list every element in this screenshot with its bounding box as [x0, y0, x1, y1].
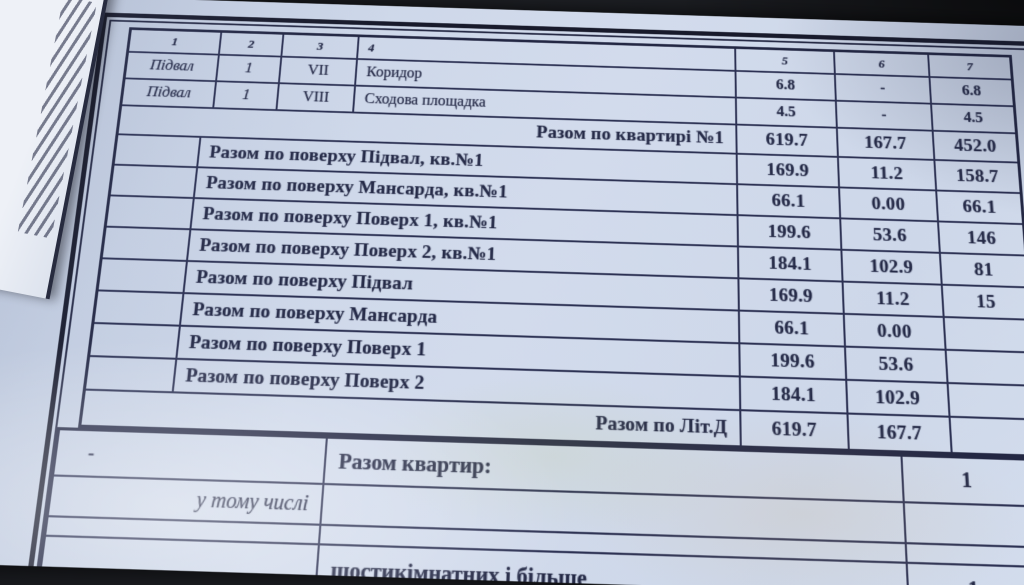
cell-living-area: 102.9 [847, 380, 951, 416]
cell-empty [94, 291, 185, 325]
cell-living-area: 0.00 [844, 314, 947, 349]
column-header: 5 [736, 48, 836, 74]
cell-auxiliary-area: 66.1 [962, 196, 997, 218]
cell-auxiliary-area [947, 351, 1024, 385]
column-header: 6 [834, 52, 931, 77]
cell-auxiliary-area: 15 [975, 291, 997, 313]
cell-living-area: 53.6 [846, 347, 949, 383]
cell-count-value: 1 [960, 468, 973, 493]
column-header: 1 [129, 29, 223, 54]
cell-auxiliary-area: 81 [973, 259, 995, 281]
cell-total-area: 184.1 [740, 377, 849, 413]
cell-count-value: 1 [908, 564, 1024, 585]
cell-total-area: 4.5 [736, 98, 838, 127]
cell-apartment-number: 1 [217, 55, 283, 83]
cell-living-area: 102.9 [842, 250, 943, 284]
cell-auxiliary-area [949, 384, 1024, 418]
cell-total-area: 66.1 [739, 311, 846, 346]
cell-auxiliary-area: 4.5 [963, 110, 984, 126]
cell-total-area: 66.1 [738, 185, 842, 218]
cell-living-area: - [835, 74, 932, 103]
cell-room-number: VIII [277, 84, 356, 112]
cell-left-label: у тому числі [48, 476, 325, 524]
cell-floor: Підвал [125, 52, 220, 81]
cell-total-area: 199.6 [740, 344, 848, 379]
cell-total-area: 169.9 [739, 279, 845, 313]
cell-total-area: 619.7 [737, 125, 839, 156]
cell-living-area: 11.2 [843, 282, 945, 317]
cell-empty [86, 357, 178, 392]
cell-left-label [39, 536, 320, 585]
cell-empty [110, 165, 199, 198]
cell-empty [114, 135, 202, 167]
explication-table: 1 2 3 4 5 6 7 Підвал 1 VII Коридор 6.8-6.8 Підвал 1 VI… [77, 27, 1024, 459]
cell-empty [102, 227, 192, 261]
cell-living-area: - [836, 101, 934, 130]
cell-living-area: 167.7 [837, 128, 936, 160]
cell-auxiliary-area: 146 [966, 227, 997, 249]
cell-count-value [907, 544, 1024, 565]
column-header: 7 [966, 59, 974, 74]
cell-auxiliary-area [945, 318, 1024, 351]
page-outer-frame: 1 2 3 4 5 6 7 Підвал 1 VII Коридор 6.8-6.8 Підвал 1 VI… [11, 12, 1024, 585]
cell-left-label: - [54, 430, 328, 483]
cell-room-number: VII [279, 57, 358, 85]
cell-total-area: 619.7 [741, 411, 850, 449]
cell-living-area: 0.00 [840, 188, 939, 221]
cell-apartment-number: 1 [214, 82, 280, 110]
page-inner-frame: 1 2 3 4 5 6 7 Підвал 1 VII Коридор 6.8-6.8 Підвал 1 VI… [21, 19, 1024, 585]
cell-count-value [905, 503, 1024, 546]
cell-auxiliary-area: 158.7 [955, 165, 1000, 187]
cell-empty [90, 323, 181, 358]
column-header: 2 [219, 32, 285, 56]
cell-auxiliary-area [951, 418, 1024, 455]
cell-empty [98, 259, 188, 293]
cell-living-area: 53.6 [841, 219, 941, 252]
cell-living-area: 11.2 [838, 157, 938, 190]
cell-total-area: 169.9 [737, 154, 840, 187]
cell-total-area: 6.8 [736, 71, 837, 100]
column-header: 3 [282, 34, 360, 59]
cell-floor: Підвал [122, 79, 217, 108]
cell-living-area: 167.7 [848, 414, 953, 453]
cell-total-area: 184.1 [738, 247, 844, 281]
cell-auxiliary-area: 452.0 [953, 135, 998, 157]
cell-empty [106, 196, 195, 229]
cell-total-area: 199.6 [738, 216, 843, 249]
cell-auxiliary-area: 6.8 [961, 83, 982, 100]
